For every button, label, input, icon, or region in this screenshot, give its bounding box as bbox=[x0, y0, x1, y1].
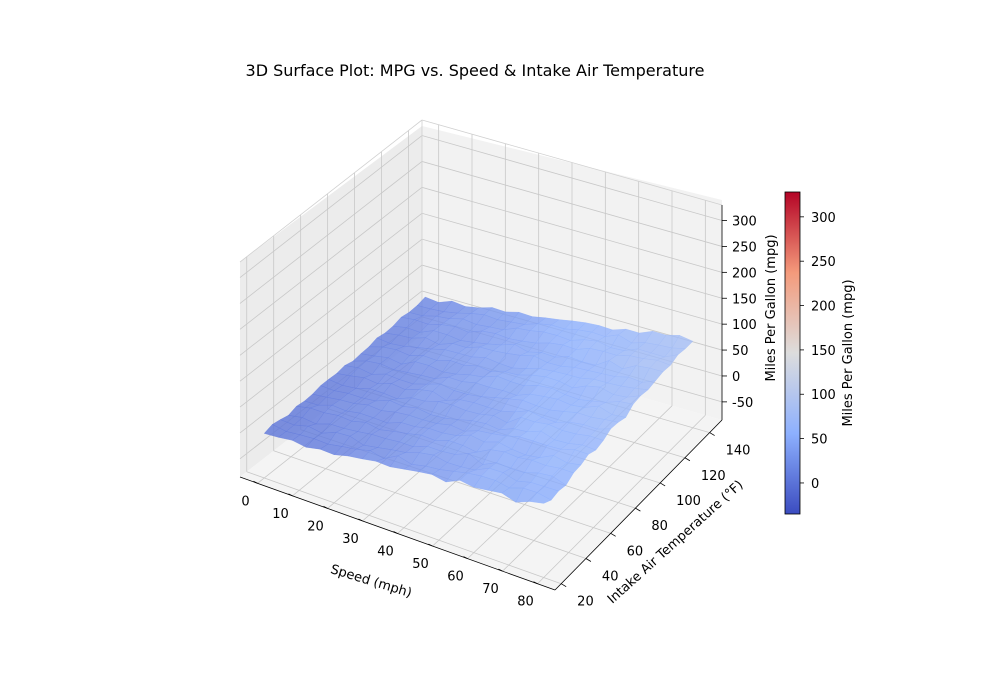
y-tick bbox=[635, 507, 641, 512]
z-tick-label: 150 bbox=[732, 292, 757, 307]
y-tick-label: 80 bbox=[651, 519, 668, 534]
z-tick-label: 0 bbox=[732, 370, 740, 385]
colorbar-ticks: 0 50 100 150 200 250 300 bbox=[800, 211, 836, 492]
x-tick bbox=[323, 506, 328, 509]
pane-edge bbox=[421, 119, 723, 206]
x-tick-label: 70 bbox=[482, 582, 499, 597]
z-tick-label: 200 bbox=[732, 266, 757, 281]
surface-patch bbox=[529, 492, 552, 504]
y-tick bbox=[560, 583, 567, 588]
y-tick bbox=[610, 532, 616, 537]
x-tick-label: 0 bbox=[241, 494, 249, 509]
y-tick-label: 20 bbox=[577, 595, 594, 610]
x-tick-label: 10 bbox=[272, 507, 289, 522]
colorbar-gradient bbox=[784, 191, 801, 515]
colorbar-tick-label: 300 bbox=[811, 211, 836, 226]
x-tick bbox=[288, 493, 293, 497]
y-tick-label: 60 bbox=[627, 544, 644, 559]
x-tick-label: 50 bbox=[412, 557, 429, 572]
y-grid-floor bbox=[273, 450, 587, 559]
x-tick bbox=[253, 480, 258, 484]
x-tick-label: 80 bbox=[517, 595, 534, 610]
colorbar-tick-label: 100 bbox=[811, 388, 836, 403]
colorbar: 0 50 100 150 200 250 300 Miles Per Gallon (mpg… bbox=[784, 191, 856, 515]
x-tick bbox=[393, 531, 398, 534]
y-tick-label: 100 bbox=[676, 494, 701, 509]
pane-edge bbox=[239, 119, 423, 263]
x-tick bbox=[428, 543, 433, 547]
x-grid-floor bbox=[537, 414, 706, 585]
x-tick bbox=[358, 518, 363, 522]
x-tick-label: 30 bbox=[342, 532, 359, 547]
x-axis-label: Speed (mph) bbox=[329, 562, 414, 601]
x-grid-floor bbox=[502, 405, 673, 572]
colorbar-label: Miles Per Gallon (mpg) bbox=[841, 279, 856, 426]
chart-title: 3D Surface Plot: MPG vs. Speed & Intake … bbox=[246, 61, 705, 80]
x-tick bbox=[533, 581, 538, 585]
y-tick bbox=[659, 482, 666, 487]
y-tick bbox=[709, 432, 715, 436]
z-tick-label: 50 bbox=[732, 344, 749, 359]
y-tick bbox=[585, 558, 592, 562]
y-tick-label: 40 bbox=[602, 570, 619, 585]
y-axis-line bbox=[554, 419, 723, 591]
x-tick-label: 20 bbox=[307, 519, 324, 534]
x-tick-label: 60 bbox=[447, 570, 464, 585]
colorbar-tick-label: 0 bbox=[811, 477, 819, 492]
colorbar-tick-label: 250 bbox=[811, 255, 836, 270]
z-axis-label: Miles Per Gallon (mpg) bbox=[764, 234, 779, 381]
x-tick-label: 40 bbox=[377, 545, 394, 560]
z-tick-label: -50 bbox=[732, 396, 753, 411]
colorbar-tick-label: 200 bbox=[811, 300, 836, 315]
z-tick-label: 300 bbox=[732, 215, 757, 230]
colorbar-tick-label: 50 bbox=[811, 433, 828, 448]
z-tick-label: 100 bbox=[732, 318, 757, 333]
y-tick-label: 140 bbox=[726, 444, 751, 459]
x-tick bbox=[463, 556, 468, 559]
z-tick-label: 250 bbox=[732, 240, 757, 255]
y-grid-floor bbox=[246, 471, 562, 585]
surface bbox=[263, 296, 694, 504]
back-wall-left bbox=[240, 126, 422, 477]
x-tick bbox=[498, 568, 503, 572]
y-tick-label: 120 bbox=[701, 469, 726, 484]
colorbar-tick-label: 150 bbox=[811, 344, 836, 359]
y-tick bbox=[684, 457, 691, 462]
